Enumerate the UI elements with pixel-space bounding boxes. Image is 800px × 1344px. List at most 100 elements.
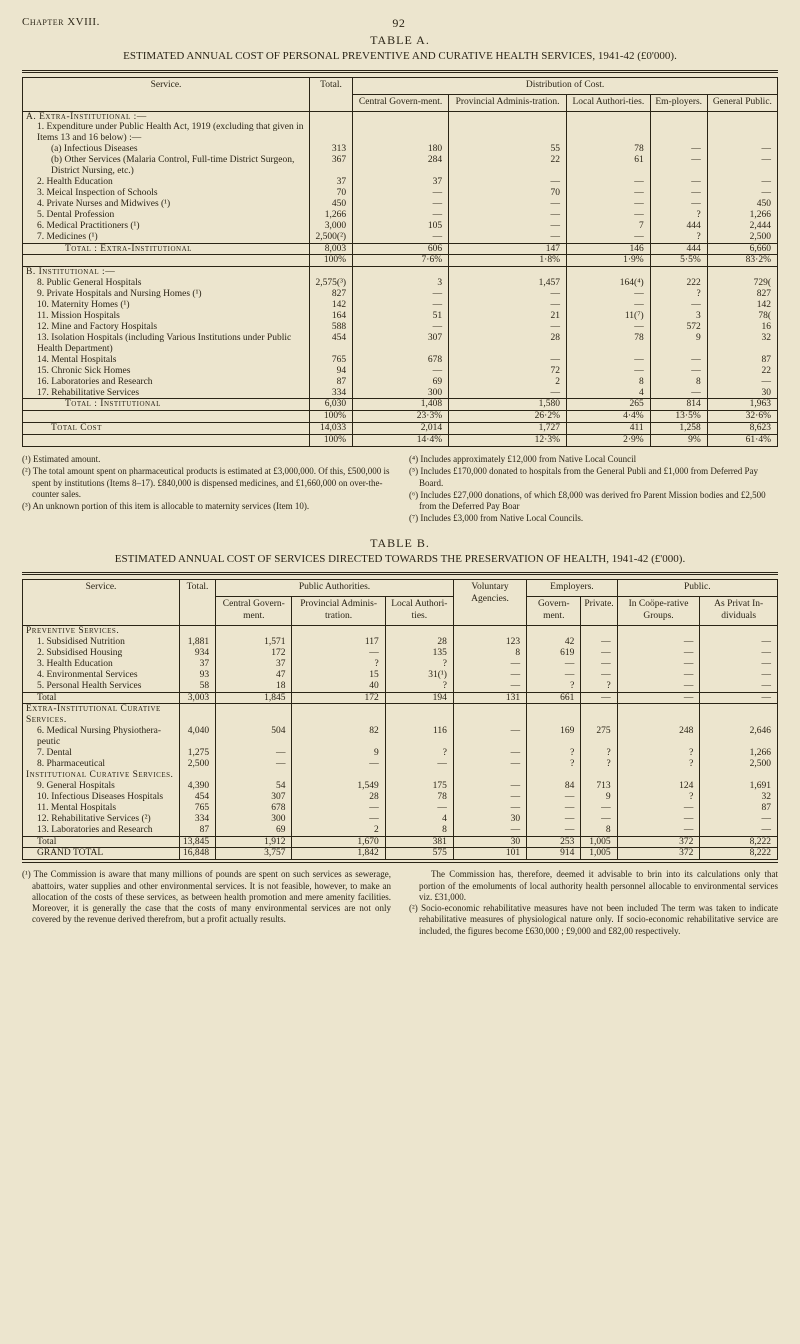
table-cell: 454 xyxy=(310,333,353,355)
row-label: 10. Infectious Diseases Hospitals xyxy=(23,792,180,803)
table-cell: 222 xyxy=(650,278,707,289)
table-cell: 334 xyxy=(310,388,353,399)
table-cell: 8 xyxy=(581,825,617,836)
footnote-b1: (¹) The Commission is aware that many mi… xyxy=(22,869,391,925)
table-cell: 572 xyxy=(650,322,707,333)
table-cell: — xyxy=(650,199,707,210)
colb-central: Central Govern-ment. xyxy=(216,597,292,626)
table-cell: 8 xyxy=(385,825,453,836)
colb-govern: Govern-ment. xyxy=(527,597,581,626)
table-cell: 16 xyxy=(707,322,777,333)
table-cell: 8 xyxy=(567,377,651,388)
table-cell: — xyxy=(581,637,617,648)
table-cell: — xyxy=(449,388,567,399)
table-cell: 4,390 xyxy=(180,781,216,792)
table-cell: 8,222 xyxy=(700,848,778,860)
row-label: 5. Dental Profession xyxy=(23,210,310,221)
table-cell: — xyxy=(700,637,778,648)
table-cell: 372 xyxy=(617,836,700,848)
table-cell: 1,845 xyxy=(216,692,292,704)
table-cell: — xyxy=(567,199,651,210)
table-cell: 1,408 xyxy=(353,399,449,411)
table-cell: 3,003 xyxy=(180,692,216,704)
table-cell: 1,266 xyxy=(707,210,777,221)
table-cell: — xyxy=(292,759,385,770)
page-number: 92 xyxy=(392,16,405,31)
row-label: 17. Rehabilitative Services xyxy=(23,388,310,399)
table-cell: — xyxy=(453,726,526,748)
table-cell: — xyxy=(707,377,777,388)
table-cell: 4 xyxy=(567,388,651,399)
row-label: 2. Health Education xyxy=(23,177,310,188)
table-cell: 1,005 xyxy=(581,848,617,860)
table-b-footnotes: (¹) The Commission is aware that many mi… xyxy=(22,869,778,937)
table-cell: 40 xyxy=(292,681,385,692)
table-cell: 6,030 xyxy=(310,399,353,411)
table-cell: — xyxy=(567,300,651,311)
footnote: (¹) Estimated amount. xyxy=(22,454,391,465)
table-cell: — xyxy=(707,177,777,188)
table-cell: 32 xyxy=(707,333,777,355)
section-head: Institutional Curative Services. xyxy=(23,770,180,781)
colb-public: Public. xyxy=(617,580,777,597)
table-a: Service. Total. Distribution of Cost. Ce… xyxy=(22,77,778,447)
table-cell: — xyxy=(353,188,449,199)
table-cell: — xyxy=(353,366,449,377)
table-cell: 2·9% xyxy=(567,435,651,447)
page-header: Chapter XVIII. 92 xyxy=(22,16,778,31)
table-cell: 300 xyxy=(216,814,292,825)
table-cell: 4 xyxy=(385,814,453,825)
table-cell: ? xyxy=(385,681,453,692)
table-cell: 313 xyxy=(310,144,353,155)
table-cell: 100% xyxy=(310,435,353,447)
row-label: 14. Mental Hospitals xyxy=(23,355,310,366)
table-cell: 84 xyxy=(527,781,581,792)
table-cell: — xyxy=(292,814,385,825)
table-cell: — xyxy=(700,692,778,704)
table-cell: — xyxy=(449,199,567,210)
table-cell: 678 xyxy=(216,803,292,814)
table-cell: — xyxy=(453,792,526,803)
table-cell: — xyxy=(700,681,778,692)
row-label: 8. Public General Hospitals xyxy=(23,278,310,289)
table-cell: 101 xyxy=(453,848,526,860)
table-cell: 2,500 xyxy=(700,759,778,770)
table-cell: — xyxy=(700,670,778,681)
table-cell: 9 xyxy=(292,748,385,759)
table-cell: 3 xyxy=(650,311,707,322)
table-cell: — xyxy=(700,659,778,670)
table-cell: ? xyxy=(581,681,617,692)
table-cell: 454 xyxy=(180,792,216,803)
table-cell: 28 xyxy=(292,792,385,803)
table-cell: 16,848 xyxy=(180,848,216,860)
table-cell: 13·5% xyxy=(650,411,707,423)
table-cell: 7 xyxy=(567,221,651,232)
table-cell: — xyxy=(567,355,651,366)
table-cell: 8,623 xyxy=(707,423,777,435)
row-label: 5. Personal Health Services xyxy=(23,681,180,692)
table-cell: 30 xyxy=(453,836,526,848)
table-cell: — xyxy=(650,366,707,377)
table-cell: 504 xyxy=(216,726,292,748)
table-cell: 1,266 xyxy=(700,748,778,759)
table-cell: — xyxy=(581,803,617,814)
table-cell: 2,500 xyxy=(180,759,216,770)
table-cell: — xyxy=(707,188,777,199)
table-cell: — xyxy=(617,670,700,681)
table-cell: 367 xyxy=(310,155,353,177)
row-label: 4. Environmental Services xyxy=(23,670,180,681)
table-cell: — xyxy=(527,792,581,803)
table-cell: — xyxy=(453,803,526,814)
table-cell: — xyxy=(449,177,567,188)
table-cell: 87 xyxy=(310,377,353,388)
table-cell: 372 xyxy=(617,848,700,860)
footnote: (⁴) Includes approximately £12,000 from … xyxy=(409,454,778,465)
table-cell: 6,660 xyxy=(707,243,777,255)
table-cell: — xyxy=(453,670,526,681)
table-cell: — xyxy=(567,366,651,377)
col-dist: Distribution of Cost. xyxy=(353,77,778,94)
row-label xyxy=(23,255,310,267)
row-label: 3. Health Education xyxy=(23,659,180,670)
table-cell: 2,444 xyxy=(707,221,777,232)
table-cell: — xyxy=(707,144,777,155)
